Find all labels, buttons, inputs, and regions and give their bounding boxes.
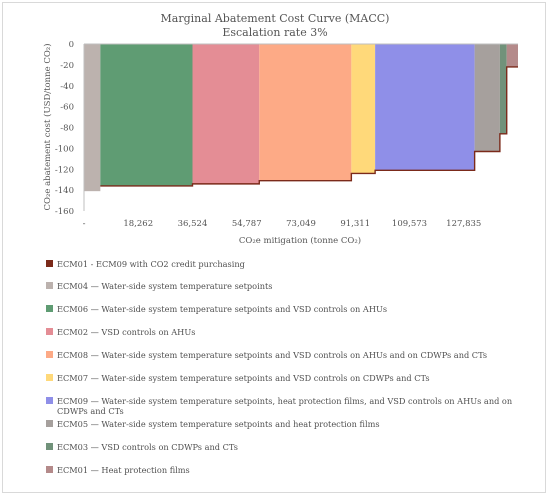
bar-2 — [100, 44, 193, 186]
x-tick-label: 54,787 — [232, 219, 262, 229]
legend-item: ECM03 — VSD controls on CDWPs and CTs — [46, 442, 541, 452]
legend-item: ECM09 — Water-side system temperature se… — [46, 396, 541, 416]
y-tick-label: -120 — [55, 165, 74, 175]
legend-swatch — [46, 466, 53, 473]
legend-swatch — [46, 374, 53, 381]
y-tick-label: 0 — [69, 40, 74, 50]
legend-label: ECM01 - ECM09 with CO2 credit purchasing — [57, 259, 245, 269]
legend-item: ECM05 — Water-side system temperature se… — [46, 419, 541, 429]
chart-title: Marginal Abatement Cost Curve (MACC) — [160, 12, 390, 25]
y-tick-label: -20 — [60, 61, 74, 71]
y-tick-label: -40 — [60, 82, 74, 92]
y-axis-title: CO₂e abatement cost (USD/tonne CO₂) — [42, 43, 53, 210]
chart-plot: 0 -20 -40 -60 -80 -100 -120 -140 -160- 18,262 36,5… — [42, 40, 518, 246]
y-tick-label: -100 — [55, 144, 74, 154]
legend-label: ECM01 — Heat protection films — [57, 465, 190, 475]
legend-swatch — [46, 397, 53, 404]
legend-swatch — [46, 351, 53, 358]
legend-swatch — [46, 305, 53, 312]
x-tick-label: 18,262 — [123, 219, 153, 229]
chart-subtitle: Escalation rate 3% — [222, 26, 328, 39]
bar-8 — [499, 44, 507, 134]
x-tick-label: 127,835 — [446, 219, 481, 229]
legend-label: ECM09 — Water-side system temperature se… — [57, 396, 513, 416]
legend-label: ECM02 — VSD controls on AHUs — [57, 327, 196, 337]
x-tick-label: 36,524 — [178, 219, 208, 229]
y-tick-label: -80 — [60, 124, 74, 134]
legend-label: ECM06 — Water-side system temperature se… — [57, 304, 388, 314]
bar-4 — [259, 44, 352, 181]
bar-3 — [192, 44, 260, 184]
y-tick-label: -140 — [55, 186, 74, 196]
legend-label: ECM05 — Water-side system temperature se… — [57, 419, 380, 429]
x-tick-label: 109,573 — [392, 219, 427, 229]
legend-swatch — [46, 260, 53, 267]
line-co2-credit — [100, 66, 518, 187]
chart-frame — [2, 2, 546, 493]
legend-label: ECM04 — Water-side system temperature se… — [57, 281, 273, 291]
legend-item: ECM01 — Heat protection films — [46, 465, 541, 475]
legend-item: ECM01 - ECM09 with CO2 credit purchasing — [46, 259, 541, 269]
x-tick-label: 73,049 — [286, 219, 316, 229]
y-tick-label: -160 — [55, 207, 74, 217]
legend-item: ECM04 — Water-side system temperature se… — [46, 281, 541, 291]
legend-label: ECM08 — Water-side system temperature se… — [57, 350, 488, 360]
bar-6 — [375, 44, 475, 171]
x-axis-title: CO₂e mitigation (tonne CO₂) — [239, 235, 361, 246]
bar-9 — [506, 44, 518, 67]
legend-swatch — [46, 328, 53, 335]
legend-item: ECM08 — Water-side system temperature se… — [46, 350, 541, 360]
legend-item: ECM02 — VSD controls on AHUs — [46, 327, 541, 337]
bar-1 — [84, 44, 101, 192]
legend-swatch — [46, 420, 53, 427]
legend-swatch — [46, 282, 53, 289]
x-tick-label: 91,311 — [340, 219, 370, 229]
legend-item: ECM06 — Water-side system temperature se… — [46, 304, 541, 314]
legend-swatch — [46, 443, 53, 450]
legend-label: ECM07 — Water-side system temperature se… — [57, 373, 430, 383]
bar-5 — [351, 44, 376, 174]
y-tick-label: -60 — [60, 103, 74, 113]
legend-item: ECM07 — Water-side system temperature se… — [46, 373, 541, 383]
legend-label: ECM03 — VSD controls on CDWPs and CTs — [57, 442, 238, 452]
bar-7 — [474, 44, 500, 152]
x-tick-label: - — [83, 219, 86, 229]
